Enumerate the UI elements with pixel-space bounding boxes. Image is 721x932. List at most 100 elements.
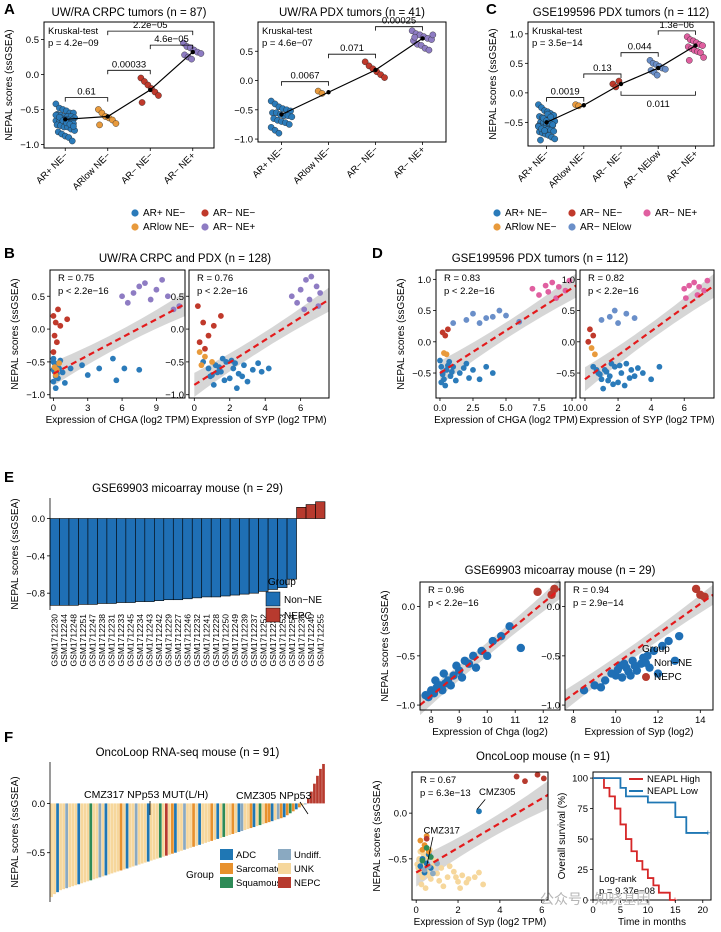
C-point (549, 121, 557, 129)
E1-xtick-label-13: GSM1712227 (173, 614, 183, 667)
B1-point (52, 385, 59, 392)
F2-point (459, 872, 466, 879)
F2-annot-cmz317-line (426, 836, 434, 867)
D1-stat-p: p < 2.2e−16 (444, 286, 495, 297)
E1-bar-15 (191, 518, 203, 599)
A1-test-label: Kruskal-test (48, 26, 99, 37)
A2-bracket-label-0: 0.0067 (290, 71, 319, 82)
F1-bar-86 (310, 791, 313, 804)
leg-e-title: Group (268, 577, 296, 588)
E1-bar-16 (201, 518, 212, 598)
F2-point (419, 857, 426, 864)
E3-stat-p: p = 2.9e−14 (573, 598, 624, 609)
E1-bar-4 (87, 518, 98, 605)
E3-ytick-label-2: 0.0 (547, 602, 560, 613)
F1-bar-60 (231, 803, 235, 834)
D2-frame (579, 269, 715, 399)
F1-bar-52 (207, 803, 211, 842)
D1-xtick-label-1: 2.5 (466, 403, 479, 414)
F2-point (471, 874, 478, 881)
A1-point (155, 92, 162, 99)
B2-point (294, 299, 301, 306)
F1-bar-41 (174, 803, 177, 853)
leg-e3-title: Group (642, 644, 670, 655)
leg-f-title: Group (186, 870, 214, 881)
F1-bar-80 (291, 803, 295, 812)
A2-point (275, 129, 283, 137)
A2-ytick-label-0: −1.0 (234, 135, 253, 146)
F1-bar-72 (267, 803, 271, 823)
E1-title: GSE69903 micoarray mouse (n = 29) (92, 483, 283, 495)
A2-point (381, 74, 388, 81)
C-xtick-label-0: AR+ NE− (516, 148, 552, 184)
F1-bar-15 (95, 803, 99, 879)
leg-c-label-0: AR+ NE− (505, 208, 547, 219)
F2-point (423, 844, 430, 851)
leg-c-label-3: ARlow NE− (505, 222, 557, 233)
D2-fit-line (584, 284, 715, 381)
C-ytick-label-3: 1.0 (510, 29, 523, 40)
F2-xtick-label-3: 6 (539, 905, 544, 916)
C-point (653, 71, 661, 79)
B1-point (64, 316, 71, 323)
D1-point (483, 363, 490, 370)
D2-point (588, 345, 595, 351)
F1-bar-65 (246, 803, 250, 830)
D1-point (438, 363, 445, 370)
C-median-point (581, 103, 586, 108)
panel-label-f: F (4, 729, 13, 746)
A1-point (68, 137, 76, 145)
D1-point (446, 358, 453, 365)
F1-bar-19 (107, 803, 111, 875)
F3-frame (592, 771, 712, 901)
E3-ytick-label-0: −1.0 (541, 701, 560, 712)
E1-xtick-label-8: GSM1712245 (126, 614, 136, 667)
D1-fit-line (439, 284, 577, 374)
D2-point (686, 282, 693, 289)
F1-bar-5 (65, 803, 68, 889)
A1-bracket-1 (107, 69, 151, 75)
D2-point (639, 370, 646, 376)
E1-bar-7 (116, 518, 127, 603)
B2-point (202, 345, 208, 352)
E3-xtick-label-0: 8 (571, 715, 576, 726)
E3-xtick-label-2: 12 (653, 715, 664, 726)
B2-point (210, 322, 217, 329)
F1-bar-76 (279, 803, 283, 819)
D2-point (611, 307, 618, 314)
E1-bar-21 (248, 518, 259, 594)
A1-ytick-label-2: 0.0 (26, 70, 39, 81)
E1-ytick-label-0: −0.8 (26, 589, 45, 600)
A1-median-point (105, 114, 110, 119)
leg-f-swatch-2 (220, 863, 233, 874)
B1-stat-p: p < 2.2e−16 (58, 286, 109, 297)
D2-point (598, 317, 605, 323)
C-bracket-label-4: 0.011 (647, 99, 670, 110)
E1-xtick-label-6: GSM1712231 (107, 614, 117, 667)
B2-point (301, 306, 308, 313)
F1-bar-73 (270, 803, 274, 822)
F1-bar-58 (225, 803, 229, 836)
A2-median-point (373, 67, 378, 73)
leg-a-swatch-2 (131, 223, 139, 231)
leg-f-swatch-0 (220, 849, 233, 860)
D1-point (529, 285, 536, 292)
A1-point (138, 99, 146, 106)
B1-point (61, 380, 68, 386)
B2-point (209, 358, 215, 365)
D1-point (476, 376, 483, 383)
D1-xtick-label-0: 0.0 (433, 403, 446, 414)
E1-xtick-label-27: GSM1712240 (306, 614, 316, 667)
C-bracket-1 (583, 73, 622, 78)
B2-point (313, 283, 320, 290)
A2-median-point (279, 112, 284, 117)
F1-bar-87 (313, 783, 316, 804)
F2-point (450, 868, 457, 875)
chart-a-crpc-tumors: UW/RA CRPC tumors (n = 87) −1.0 −0.5 0.0 0.5… (4, 7, 215, 193)
D1-point (545, 288, 552, 295)
leg-a-label-2: ARlow NE− (143, 222, 195, 233)
A1-bracket-0 (64, 97, 109, 102)
E1-xtick-label-9: GSM1712234 (135, 614, 145, 667)
leg-f-label-0: ADC (236, 850, 256, 861)
D1-xlabel: Expression of CHGA (log2 TPM) (434, 415, 578, 426)
